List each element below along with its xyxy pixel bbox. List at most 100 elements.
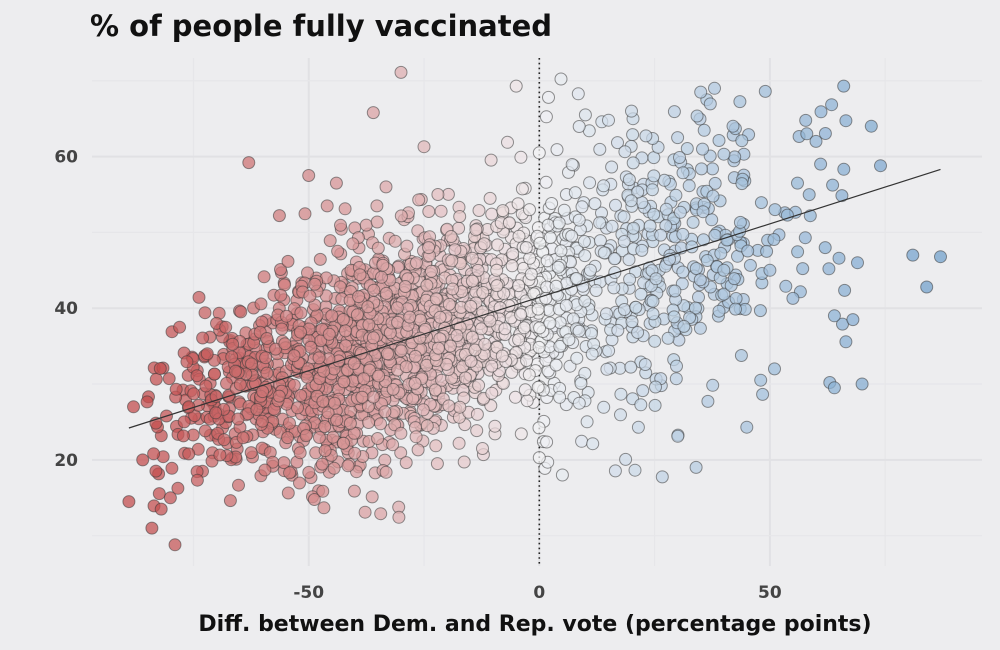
data-point bbox=[334, 218, 347, 232]
data-point bbox=[550, 143, 564, 157]
data-point bbox=[446, 282, 460, 296]
data-point bbox=[712, 134, 726, 147]
data-point bbox=[354, 346, 368, 360]
data-point bbox=[366, 106, 380, 120]
data-point bbox=[199, 379, 213, 393]
data-point bbox=[280, 309, 293, 323]
data-point bbox=[735, 177, 749, 191]
data-point bbox=[690, 109, 704, 123]
data-point bbox=[608, 252, 621, 266]
data-point bbox=[140, 395, 154, 409]
data-point bbox=[514, 427, 528, 441]
data-point bbox=[346, 237, 360, 251]
data-point bbox=[337, 375, 351, 389]
data-point bbox=[453, 210, 467, 223]
data-point bbox=[145, 521, 159, 535]
data-point bbox=[250, 403, 264, 416]
data-point bbox=[545, 197, 559, 210]
data-point bbox=[600, 307, 613, 321]
data-point bbox=[518, 383, 532, 397]
data-point bbox=[611, 136, 624, 150]
data-point bbox=[322, 327, 336, 341]
data-point bbox=[552, 216, 566, 230]
data-point bbox=[623, 272, 637, 286]
data-point bbox=[328, 396, 341, 410]
data-point bbox=[624, 194, 638, 208]
data-point bbox=[696, 205, 710, 219]
data-point bbox=[726, 119, 740, 133]
data-point bbox=[832, 251, 846, 265]
data-point bbox=[618, 145, 632, 159]
data-point bbox=[628, 463, 642, 477]
data-point bbox=[257, 270, 271, 284]
data-point bbox=[539, 175, 553, 189]
data-point bbox=[539, 291, 553, 305]
data-point bbox=[647, 169, 661, 183]
data-point bbox=[260, 332, 274, 345]
data-point bbox=[677, 319, 691, 333]
data-point bbox=[501, 135, 514, 149]
data-point bbox=[372, 369, 386, 383]
data-point bbox=[433, 310, 447, 324]
data-point bbox=[198, 306, 212, 320]
data-point bbox=[607, 281, 621, 295]
data-point bbox=[692, 290, 705, 304]
data-point bbox=[565, 158, 579, 171]
data-point bbox=[182, 400, 196, 414]
data-point bbox=[673, 205, 687, 219]
data-point bbox=[196, 331, 210, 345]
data-point bbox=[803, 209, 817, 223]
data-point bbox=[374, 507, 388, 521]
data-point bbox=[578, 294, 592, 308]
data-point bbox=[320, 199, 334, 213]
data-point bbox=[717, 147, 731, 161]
data-point bbox=[370, 199, 384, 213]
data-point bbox=[676, 265, 690, 279]
data-point bbox=[469, 223, 483, 237]
data-point bbox=[485, 386, 499, 400]
data-point bbox=[568, 186, 582, 200]
data-point bbox=[654, 228, 668, 242]
data-point bbox=[336, 313, 350, 326]
data-point bbox=[457, 455, 471, 469]
data-point bbox=[523, 203, 536, 217]
data-point bbox=[661, 331, 675, 345]
data-point bbox=[472, 378, 486, 392]
data-point bbox=[597, 400, 611, 414]
data-point bbox=[254, 297, 268, 311]
data-point bbox=[593, 142, 607, 156]
data-point bbox=[575, 200, 589, 214]
data-point bbox=[153, 362, 167, 375]
data-point bbox=[694, 85, 708, 99]
data-point bbox=[209, 406, 223, 420]
data-point bbox=[706, 378, 720, 392]
data-point bbox=[540, 254, 554, 268]
data-point bbox=[315, 457, 329, 471]
data-point bbox=[149, 464, 163, 478]
data-point bbox=[572, 120, 586, 133]
data-point bbox=[321, 406, 335, 420]
data-point bbox=[399, 360, 413, 374]
data-point bbox=[379, 180, 393, 194]
data-point bbox=[553, 339, 567, 353]
data-point bbox=[740, 420, 754, 434]
data-point bbox=[733, 215, 747, 229]
data-point bbox=[234, 305, 248, 319]
data-point bbox=[493, 301, 507, 315]
data-point bbox=[169, 382, 183, 396]
data-point bbox=[464, 354, 478, 368]
data-point bbox=[689, 262, 703, 275]
data-point bbox=[700, 254, 714, 267]
data-point bbox=[412, 193, 426, 207]
data-point bbox=[697, 123, 711, 137]
data-point bbox=[219, 320, 233, 334]
data-point bbox=[394, 446, 408, 460]
data-point bbox=[667, 310, 681, 324]
data-point bbox=[671, 131, 685, 145]
data-point bbox=[470, 407, 484, 421]
y-tick-label: 60 bbox=[54, 148, 78, 168]
data-point bbox=[818, 241, 832, 255]
data-point bbox=[617, 235, 631, 248]
data-point bbox=[697, 233, 710, 247]
data-point bbox=[298, 207, 312, 221]
